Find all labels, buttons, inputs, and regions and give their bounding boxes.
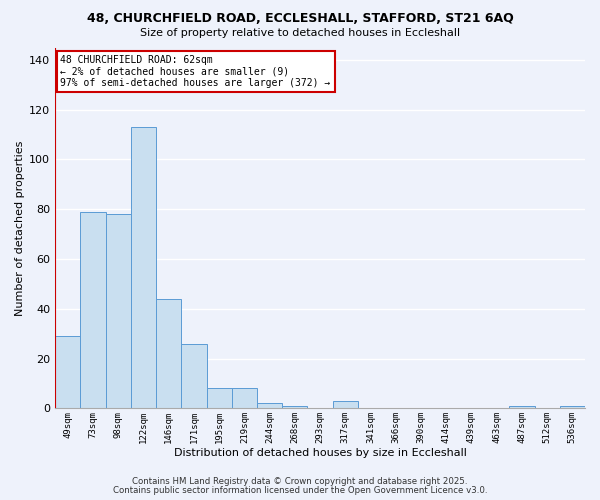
Bar [257, 404, 282, 408]
Bar [131, 127, 156, 408]
Text: 48, CHURCHFIELD ROAD, ECCLESHALL, STAFFORD, ST21 6AQ: 48, CHURCHFIELD ROAD, ECCLESHALL, STAFFO… [86, 12, 514, 26]
Bar [232, 388, 257, 408]
Bar [332, 401, 358, 408]
Text: Contains HM Land Registry data © Crown copyright and database right 2025.: Contains HM Land Registry data © Crown c… [132, 477, 468, 486]
Bar [181, 344, 206, 408]
Bar [509, 406, 535, 408]
Bar [156, 299, 181, 408]
Text: 48 CHURCHFIELD ROAD: 62sqm
← 2% of detached houses are smaller (9)
97% of semi-d: 48 CHURCHFIELD ROAD: 62sqm ← 2% of detac… [61, 54, 331, 88]
Bar [560, 406, 585, 408]
Y-axis label: Number of detached properties: Number of detached properties [15, 140, 25, 316]
Text: Size of property relative to detached houses in Eccleshall: Size of property relative to detached ho… [140, 28, 460, 38]
Bar [206, 388, 232, 408]
Bar [80, 212, 106, 408]
X-axis label: Distribution of detached houses by size in Eccleshall: Distribution of detached houses by size … [173, 448, 467, 458]
Text: Contains public sector information licensed under the Open Government Licence v3: Contains public sector information licen… [113, 486, 487, 495]
Bar [282, 406, 307, 408]
Bar [106, 214, 131, 408]
Bar [55, 336, 80, 408]
